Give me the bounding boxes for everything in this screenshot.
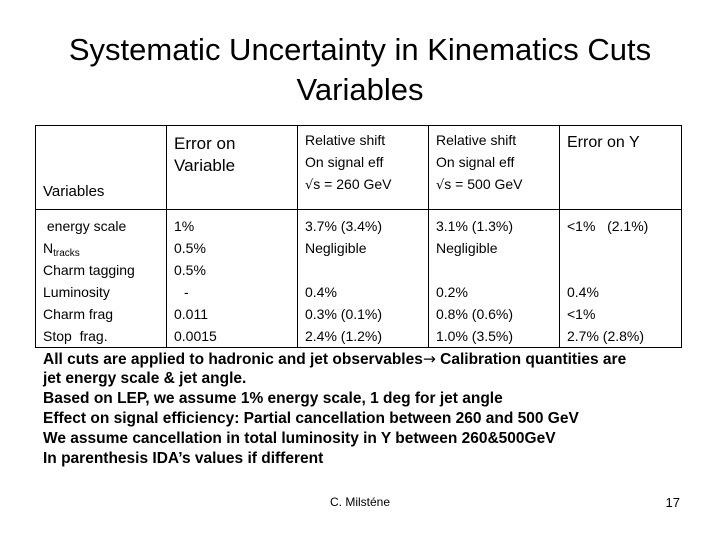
cell-value: 1.0% (3.5%) [436, 328, 514, 344]
uncertainty-table: Variables Error on Variable Relative shi… [35, 125, 682, 348]
sqrt-icon: √ [305, 178, 314, 193]
cell-value: 1% [174, 218, 195, 234]
variable-charm-tagging: Charm tagging [43, 262, 135, 278]
note-line: In parenthesis IDA’s values if different [43, 450, 324, 467]
shift-500-column: 3.1% (1.3%) Negligible 0.2% 0.8% (0.6%) … [428, 209, 560, 348]
cell-value: 0.011 [174, 306, 208, 322]
variable-ntracks: Ntracks [43, 240, 80, 259]
header-variables: Variables [35, 125, 167, 210]
footer-author: C. Milsténe [329, 495, 391, 509]
title-line-2: Variables [296, 72, 424, 107]
title-line-1: Systematic Uncertainty in Kinematics Cut… [68, 32, 652, 67]
notes-block: All cuts are applied to hadronic and jet… [43, 349, 693, 469]
arrow-right-icon: → [422, 350, 436, 368]
note-line: Based on LEP, we assume 1% energy scale,… [43, 390, 503, 407]
variables-column: energy scale Ntracks Charm tagging Lumin… [35, 209, 167, 348]
cell-value: 2.7% (2.8%) [567, 328, 645, 344]
cell-value: Negligible [436, 240, 498, 256]
variable-luminosity: Luminosity [43, 284, 110, 300]
error-on-y-column: <1% (2.1%) 0.4% <1% 2.7% (2.8%) [559, 209, 682, 348]
page-number: 17 [665, 495, 680, 510]
cell-value: 0.8% (0.6%) [436, 306, 514, 322]
note-line: All cuts are applied to hadronic and jet… [43, 350, 627, 368]
cell-value: <1% [567, 306, 596, 322]
variable-energy-scale: energy scale [43, 218, 127, 234]
error-on-variable-column: 1% 0.5% 0.5% - 0.011 0.0015 [166, 209, 298, 348]
note-line: We assume cancellation in total luminosi… [43, 430, 556, 447]
cell-value: 3.7% (3.4%) [305, 218, 383, 234]
header-error-on-variable: Error on Variable [166, 125, 298, 210]
slide-title: Systematic Uncertainty in Kinematics Cut… [20, 30, 700, 110]
table-header-row: Variables Error on Variable Relative shi… [35, 125, 682, 210]
cell-value: 2.4% (1.2%) [305, 328, 383, 344]
cell-value: 0.4% [305, 284, 337, 300]
cell-value: <1% (2.1%) [567, 218, 649, 234]
cell-value: 0.0015 [174, 328, 217, 344]
variable-stop-frag: Stop frag. [43, 328, 108, 344]
cell-value: 0.4% [567, 284, 599, 300]
cell-value: 0.2% [436, 284, 468, 300]
header-shift-500: Relative shift On signal eff √s = 500 Ge… [428, 125, 560, 210]
cell-value: 0.5% [174, 240, 206, 256]
header-error-on-y: Error on Y [559, 125, 682, 210]
sqrt-icon: √ [436, 178, 445, 193]
cell-value: 0.3% (0.1%) [305, 306, 383, 322]
variable-charm-frag: Charm frag [43, 306, 114, 322]
cell-value: - [184, 284, 189, 300]
note-line: jet energy scale & jet angle. [43, 370, 247, 387]
cell-value: Negligible [305, 240, 367, 256]
shift-260-column: 3.7% (3.4%) Negligible 0.4% 0.3% (0.1%) … [297, 209, 429, 348]
cell-value: 0.5% [174, 262, 206, 278]
table-body-row: energy scale Ntracks Charm tagging Lumin… [35, 209, 682, 348]
header-shift-260: Relative shift On signal eff √s = 260 Ge… [297, 125, 429, 210]
cell-value: 3.1% (1.3%) [436, 218, 514, 234]
note-line: Effect on signal efficiency: Partial can… [43, 410, 579, 427]
